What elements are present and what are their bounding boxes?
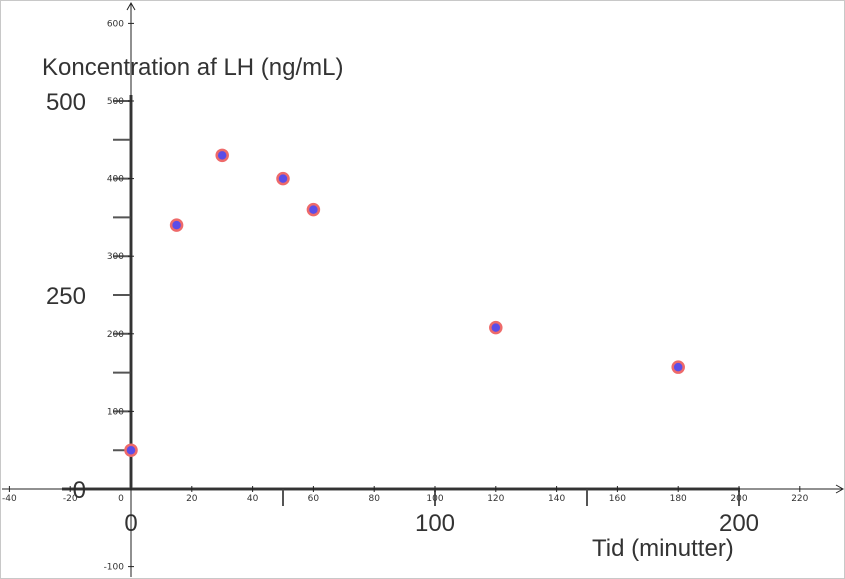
data-point [306, 202, 321, 217]
data-point [215, 148, 229, 163]
x-tick-label: 80 [368, 494, 380, 504]
data-points [124, 148, 685, 457]
x-tick-label: 140 [548, 494, 565, 504]
data-point [671, 360, 685, 374]
overlay-x-tick-label: 100 [415, 510, 455, 537]
y-tick-label: 500 [107, 97, 124, 107]
x-tick-label: 160 [609, 494, 626, 504]
x-tick-label: -20 [63, 494, 78, 504]
overlay-y-tick-label: 500 [46, 89, 86, 116]
overlay-axes: 0 250 500 0 100 200 [46, 89, 759, 537]
y-axis-label: Koncentration af LH (ng/mL) [42, 54, 344, 81]
data-point [489, 320, 503, 335]
y-axis-arrow [126, 1, 136, 11]
y-tick-label: 300 [107, 252, 124, 262]
x-tick-label: -40 [2, 494, 17, 504]
y-tick-label: 100 [107, 407, 124, 417]
data-point [169, 218, 184, 232]
x-tick-label: 180 [670, 494, 687, 504]
data-point [276, 171, 290, 186]
x-tick-label: 20 [186, 494, 198, 504]
x-axis-arrow [835, 484, 845, 494]
x-tick-label: 220 [791, 494, 808, 504]
data-point [124, 443, 138, 457]
overlay-y-tick-label: 250 [46, 283, 86, 310]
x-tick-label: 60 [308, 494, 320, 504]
x-tick-label: 40 [247, 494, 259, 504]
overlay-y-tick-label: 0 [73, 477, 86, 504]
y-tick-label: 400 [107, 175, 124, 185]
x-tick-label: 200 [730, 494, 747, 504]
y-tick-label: 200 [107, 330, 124, 340]
x-tick-label: 0 [118, 494, 124, 504]
x-axis-label: Tid (minutter) [592, 535, 734, 562]
x-tick-label: 100 [426, 494, 443, 504]
x-tick-label: 120 [487, 494, 504, 504]
y-tick-label: 600 [107, 19, 124, 29]
y-tick-label: -100 [104, 563, 125, 573]
overlay-x-tick-label: 200 [719, 510, 759, 537]
